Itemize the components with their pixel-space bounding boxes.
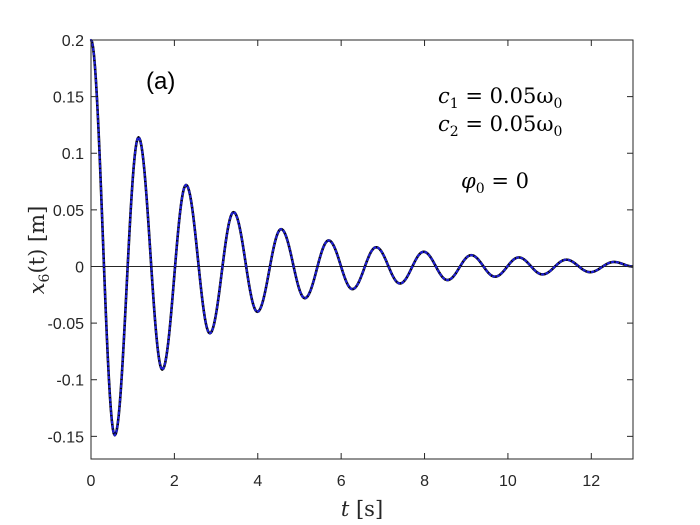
svg-text:c1 = 0.05ω0: c1 = 0.05ω0 [438, 84, 562, 112]
panel-label: (a) [146, 68, 175, 95]
y-tick-label: -0.1 [56, 373, 84, 390]
y-tick-label: -0.05 [48, 316, 85, 333]
y-axis-title: x6(t) [m] [25, 206, 53, 295]
plot-frame [90, 39, 634, 460]
svg-text:φ0 = 0: φ0 = 0 [461, 169, 529, 197]
y-tick-label: 0.05 [53, 203, 84, 220]
x-axis-title: t [s] [341, 497, 383, 521]
y-tick-label: 0.2 [62, 33, 84, 50]
series-dotted-line [89, 38, 635, 437]
svg-text:x6(t) [m]: x6(t) [m] [25, 206, 53, 295]
y-tick-label: -0.15 [48, 429, 85, 446]
y-tick-label: 0 [75, 259, 84, 276]
x-tick-label: 6 [337, 473, 346, 490]
x-tick-label: 8 [420, 473, 429, 490]
svg-text:t [s]: t [s] [341, 497, 383, 521]
x-tick-label: 4 [253, 473, 262, 490]
x-tick-label: 0 [87, 473, 96, 490]
annotation-phi0: φ0 = 0 [461, 169, 529, 197]
y-tick-label: 0.15 [53, 90, 84, 107]
annotation-c2: c2 = 0.05ω0 [438, 112, 562, 140]
x-tick-label: 12 [582, 473, 600, 490]
annotation-c1: c1 = 0.05ω0 [438, 84, 562, 112]
x-tick-label: 10 [499, 473, 517, 490]
x-tick-label: 2 [170, 473, 179, 490]
svg-text:c2 = 0.05ω0: c2 = 0.05ω0 [438, 112, 562, 140]
y-tick-label: 0.1 [62, 146, 84, 163]
plot-area [91, 40, 633, 459]
